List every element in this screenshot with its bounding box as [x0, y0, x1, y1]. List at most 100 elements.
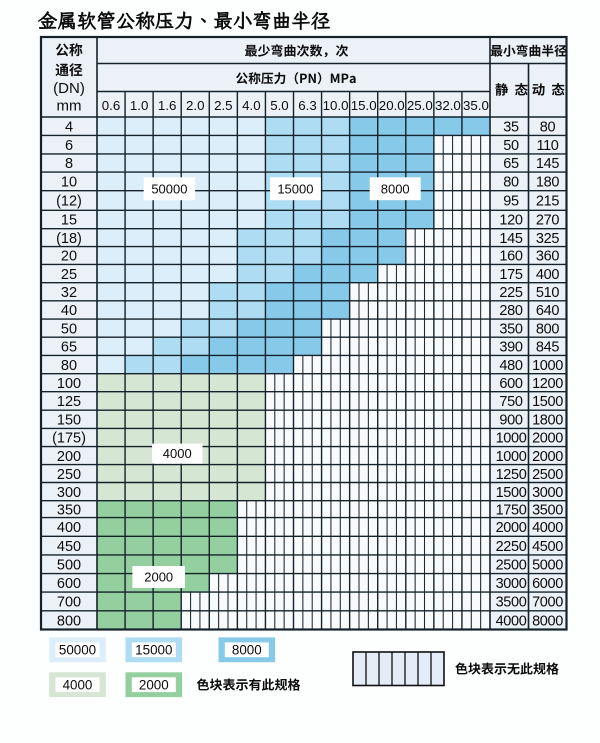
- svg-text:225: 225: [499, 285, 522, 301]
- svg-text:350: 350: [499, 321, 522, 337]
- svg-text:35: 35: [503, 119, 519, 135]
- svg-text:1000: 1000: [496, 449, 527, 465]
- svg-text:900: 900: [499, 413, 522, 429]
- svg-text:8000: 8000: [381, 181, 410, 196]
- svg-text:15000: 15000: [277, 181, 313, 196]
- svg-text:40: 40: [61, 303, 77, 319]
- svg-text:10: 10: [61, 175, 77, 191]
- svg-text:32: 32: [61, 285, 77, 301]
- svg-text:700: 700: [57, 595, 81, 611]
- svg-text:845: 845: [536, 340, 559, 356]
- svg-text:6: 6: [65, 138, 73, 154]
- svg-text:1500: 1500: [532, 394, 563, 410]
- svg-text:1.6: 1.6: [158, 98, 177, 113]
- svg-text:1250: 1250: [496, 467, 527, 483]
- svg-text:15000: 15000: [135, 643, 172, 658]
- svg-text:(175): (175): [52, 431, 86, 447]
- svg-text:3000: 3000: [532, 485, 563, 501]
- svg-text:150: 150: [57, 413, 81, 429]
- svg-text:5.0: 5.0: [270, 98, 289, 113]
- svg-text:15.0: 15.0: [351, 98, 377, 113]
- svg-text:50000: 50000: [59, 643, 96, 658]
- svg-text:65: 65: [503, 156, 519, 172]
- svg-text:4000: 4000: [63, 678, 93, 693]
- svg-text:(18): (18): [56, 231, 82, 247]
- svg-text:400: 400: [57, 520, 81, 536]
- svg-text:50: 50: [503, 138, 519, 154]
- svg-text:300: 300: [57, 485, 81, 501]
- svg-text:2000: 2000: [139, 678, 169, 693]
- svg-text:125: 125: [57, 394, 81, 410]
- svg-text:800: 800: [536, 321, 559, 337]
- svg-text:180: 180: [536, 175, 559, 191]
- svg-text:0.6: 0.6: [102, 98, 121, 113]
- svg-text:6.3: 6.3: [298, 98, 317, 113]
- svg-text:(12): (12): [56, 194, 82, 210]
- svg-text:3500: 3500: [496, 595, 527, 611]
- svg-text:145: 145: [536, 156, 559, 172]
- svg-text:280: 280: [499, 303, 522, 319]
- svg-text:3500: 3500: [532, 502, 563, 518]
- svg-text:600: 600: [57, 576, 81, 592]
- svg-text:390: 390: [499, 340, 522, 356]
- svg-text:35.0: 35.0: [463, 98, 489, 113]
- svg-text:250: 250: [57, 467, 81, 483]
- svg-text:20: 20: [61, 249, 77, 265]
- svg-text:8000: 8000: [232, 643, 262, 658]
- svg-text:2500: 2500: [496, 557, 527, 573]
- svg-text:600: 600: [499, 376, 522, 392]
- svg-text:2.0: 2.0: [186, 98, 205, 113]
- svg-text:270: 270: [536, 213, 559, 229]
- svg-text:200: 200: [57, 449, 81, 465]
- svg-text:50000: 50000: [151, 181, 187, 196]
- svg-text:360: 360: [536, 249, 559, 265]
- svg-text:80: 80: [540, 119, 556, 135]
- svg-text:3000: 3000: [496, 576, 527, 592]
- svg-text:5000: 5000: [532, 557, 563, 573]
- svg-text:32.0: 32.0: [435, 98, 461, 113]
- svg-text:6000: 6000: [532, 576, 563, 592]
- svg-text:1.0: 1.0: [130, 98, 149, 113]
- svg-text:1000: 1000: [532, 358, 563, 374]
- svg-text:2000: 2000: [144, 570, 173, 585]
- svg-text:20.0: 20.0: [379, 98, 405, 113]
- svg-text:4500: 4500: [532, 539, 563, 555]
- svg-text:15: 15: [61, 213, 77, 229]
- svg-text:(DN): (DN): [53, 80, 85, 97]
- svg-text:4000: 4000: [163, 446, 192, 461]
- svg-text:80: 80: [503, 175, 519, 191]
- svg-text:480: 480: [499, 358, 522, 374]
- svg-text:2.5: 2.5: [214, 98, 233, 113]
- svg-text:4000: 4000: [496, 613, 527, 629]
- svg-text:7000: 7000: [532, 595, 563, 611]
- svg-text:2000: 2000: [496, 520, 527, 536]
- svg-text:65: 65: [61, 340, 77, 356]
- svg-text:2000: 2000: [532, 449, 563, 465]
- svg-text:450: 450: [57, 539, 81, 555]
- svg-text:110: 110: [536, 138, 558, 154]
- svg-text:350: 350: [57, 502, 81, 518]
- svg-text:175: 175: [499, 267, 522, 283]
- svg-text:510: 510: [536, 285, 559, 301]
- svg-text:160: 160: [499, 249, 522, 265]
- svg-text:4000: 4000: [532, 520, 563, 536]
- svg-text:2000: 2000: [532, 431, 563, 447]
- svg-text:1200: 1200: [532, 376, 563, 392]
- svg-text:50: 50: [61, 321, 77, 337]
- svg-text:2250: 2250: [496, 539, 527, 555]
- svg-text:8: 8: [65, 156, 73, 172]
- svg-text:mm: mm: [57, 98, 82, 115]
- svg-text:400: 400: [536, 267, 559, 283]
- svg-text:145: 145: [499, 231, 522, 247]
- svg-text:4.0: 4.0: [242, 98, 261, 113]
- svg-text:25.0: 25.0: [407, 98, 433, 113]
- svg-text:1750: 1750: [496, 502, 527, 518]
- svg-text:80: 80: [61, 358, 77, 374]
- svg-text:215: 215: [536, 194, 559, 210]
- svg-text:1000: 1000: [496, 431, 527, 447]
- svg-text:8000: 8000: [532, 613, 563, 629]
- svg-text:95: 95: [503, 194, 519, 210]
- svg-text:25: 25: [61, 267, 77, 283]
- svg-text:2500: 2500: [532, 467, 563, 483]
- svg-text:100: 100: [57, 376, 81, 392]
